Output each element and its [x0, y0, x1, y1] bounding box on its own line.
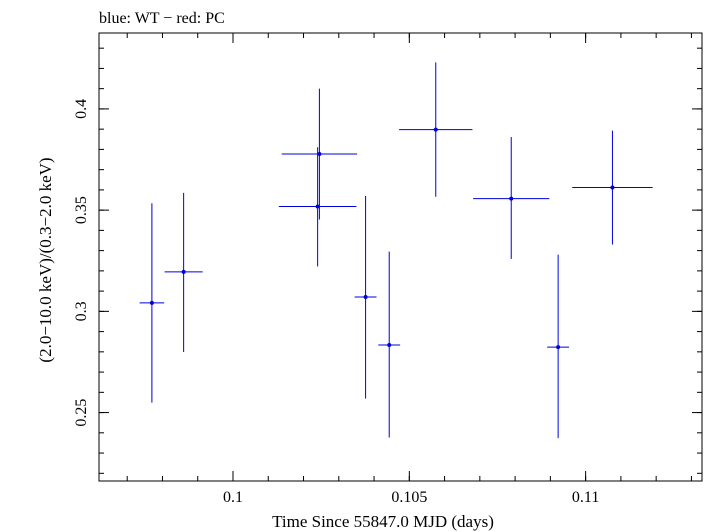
y-tick-label: 0.25 — [73, 399, 90, 427]
y-axis-label: (2.0−10.0 keV)/(0.3−2.0 keV) — [36, 157, 55, 362]
data-point — [139, 203, 165, 403]
data-point — [164, 192, 203, 353]
x-tick-label: 0.105 — [391, 489, 427, 506]
data-point — [547, 254, 570, 439]
point-marker — [610, 185, 615, 190]
x-tick-label: 0.11 — [572, 489, 599, 506]
y-tick-label: 0.35 — [73, 196, 90, 224]
point-marker — [363, 294, 368, 299]
data-point — [378, 251, 401, 438]
data-point — [281, 88, 358, 220]
plot-frame — [98, 32, 703, 482]
data-point — [278, 147, 357, 267]
y-tick-label: 0.4 — [73, 99, 90, 119]
y-tick-labels: 0.25 0.3 0.35 0.4 — [73, 99, 90, 427]
point-marker — [387, 342, 392, 347]
data-point — [473, 137, 550, 259]
data-point — [399, 62, 473, 197]
point-marker — [556, 345, 561, 350]
point-marker — [317, 152, 322, 157]
point-marker — [433, 127, 438, 132]
x-tick-label: 0.1 — [223, 489, 243, 506]
point-marker — [181, 269, 186, 274]
data-point — [572, 130, 653, 245]
point-marker — [149, 300, 154, 305]
x-axis-label: Time Since 55847.0 MJD (days) — [272, 512, 494, 531]
data-series — [139, 62, 653, 439]
data-point — [354, 195, 377, 399]
point-marker — [509, 196, 514, 201]
point-marker — [315, 204, 320, 209]
x-tick-labels: 0.1 0.105 0.11 — [223, 489, 599, 506]
axis-ticks — [99, 33, 702, 481]
y-tick-label: 0.3 — [73, 301, 90, 321]
chart-title: blue: WT − red: PC — [99, 10, 225, 27]
